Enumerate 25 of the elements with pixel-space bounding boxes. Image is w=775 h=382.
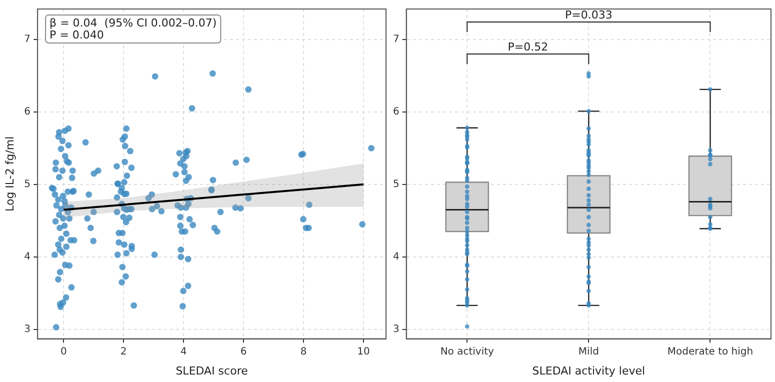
y-tick-label: 6 — [24, 106, 31, 118]
x-tick-label: 4 — [180, 346, 187, 358]
y-tick-label: 3 — [24, 324, 31, 335]
y-tick-label: 4 — [24, 251, 31, 262]
x-tick-label: Mild — [578, 346, 599, 358]
x-tick-label: 2 — [120, 346, 127, 358]
y-tick-label: 5 — [392, 179, 400, 190]
annotation: P=0.033 — [565, 8, 612, 22]
y-tick-label: 5 — [24, 179, 31, 190]
y-tick-label: 6 — [392, 106, 400, 118]
y-tick-label: 7 — [392, 34, 400, 46]
x-tick-label: Moderate to high — [667, 346, 754, 358]
annotation: P=0.52 — [508, 40, 548, 54]
x-axis-title: SLEDAI activity level — [532, 364, 646, 378]
x-tick-label: 0 — [60, 346, 67, 358]
x-tick-label: No activity — [440, 346, 494, 358]
annotation: β = 0.04 (95% CI 0.002–0.07) P = 0.040 — [50, 16, 217, 42]
x-tick-label: 10 — [357, 346, 370, 358]
y-axis-title: Log IL-2 fg/ml — [3, 136, 16, 212]
y-tick-label: 7 — [24, 34, 31, 46]
x-tick-label: 8 — [300, 346, 307, 358]
y-tick-label: 4 — [392, 251, 400, 262]
x-tick-label: 6 — [240, 346, 247, 358]
y-tick-label: 3 — [392, 324, 400, 335]
x-axis-title: SLEDAI score — [176, 364, 248, 378]
